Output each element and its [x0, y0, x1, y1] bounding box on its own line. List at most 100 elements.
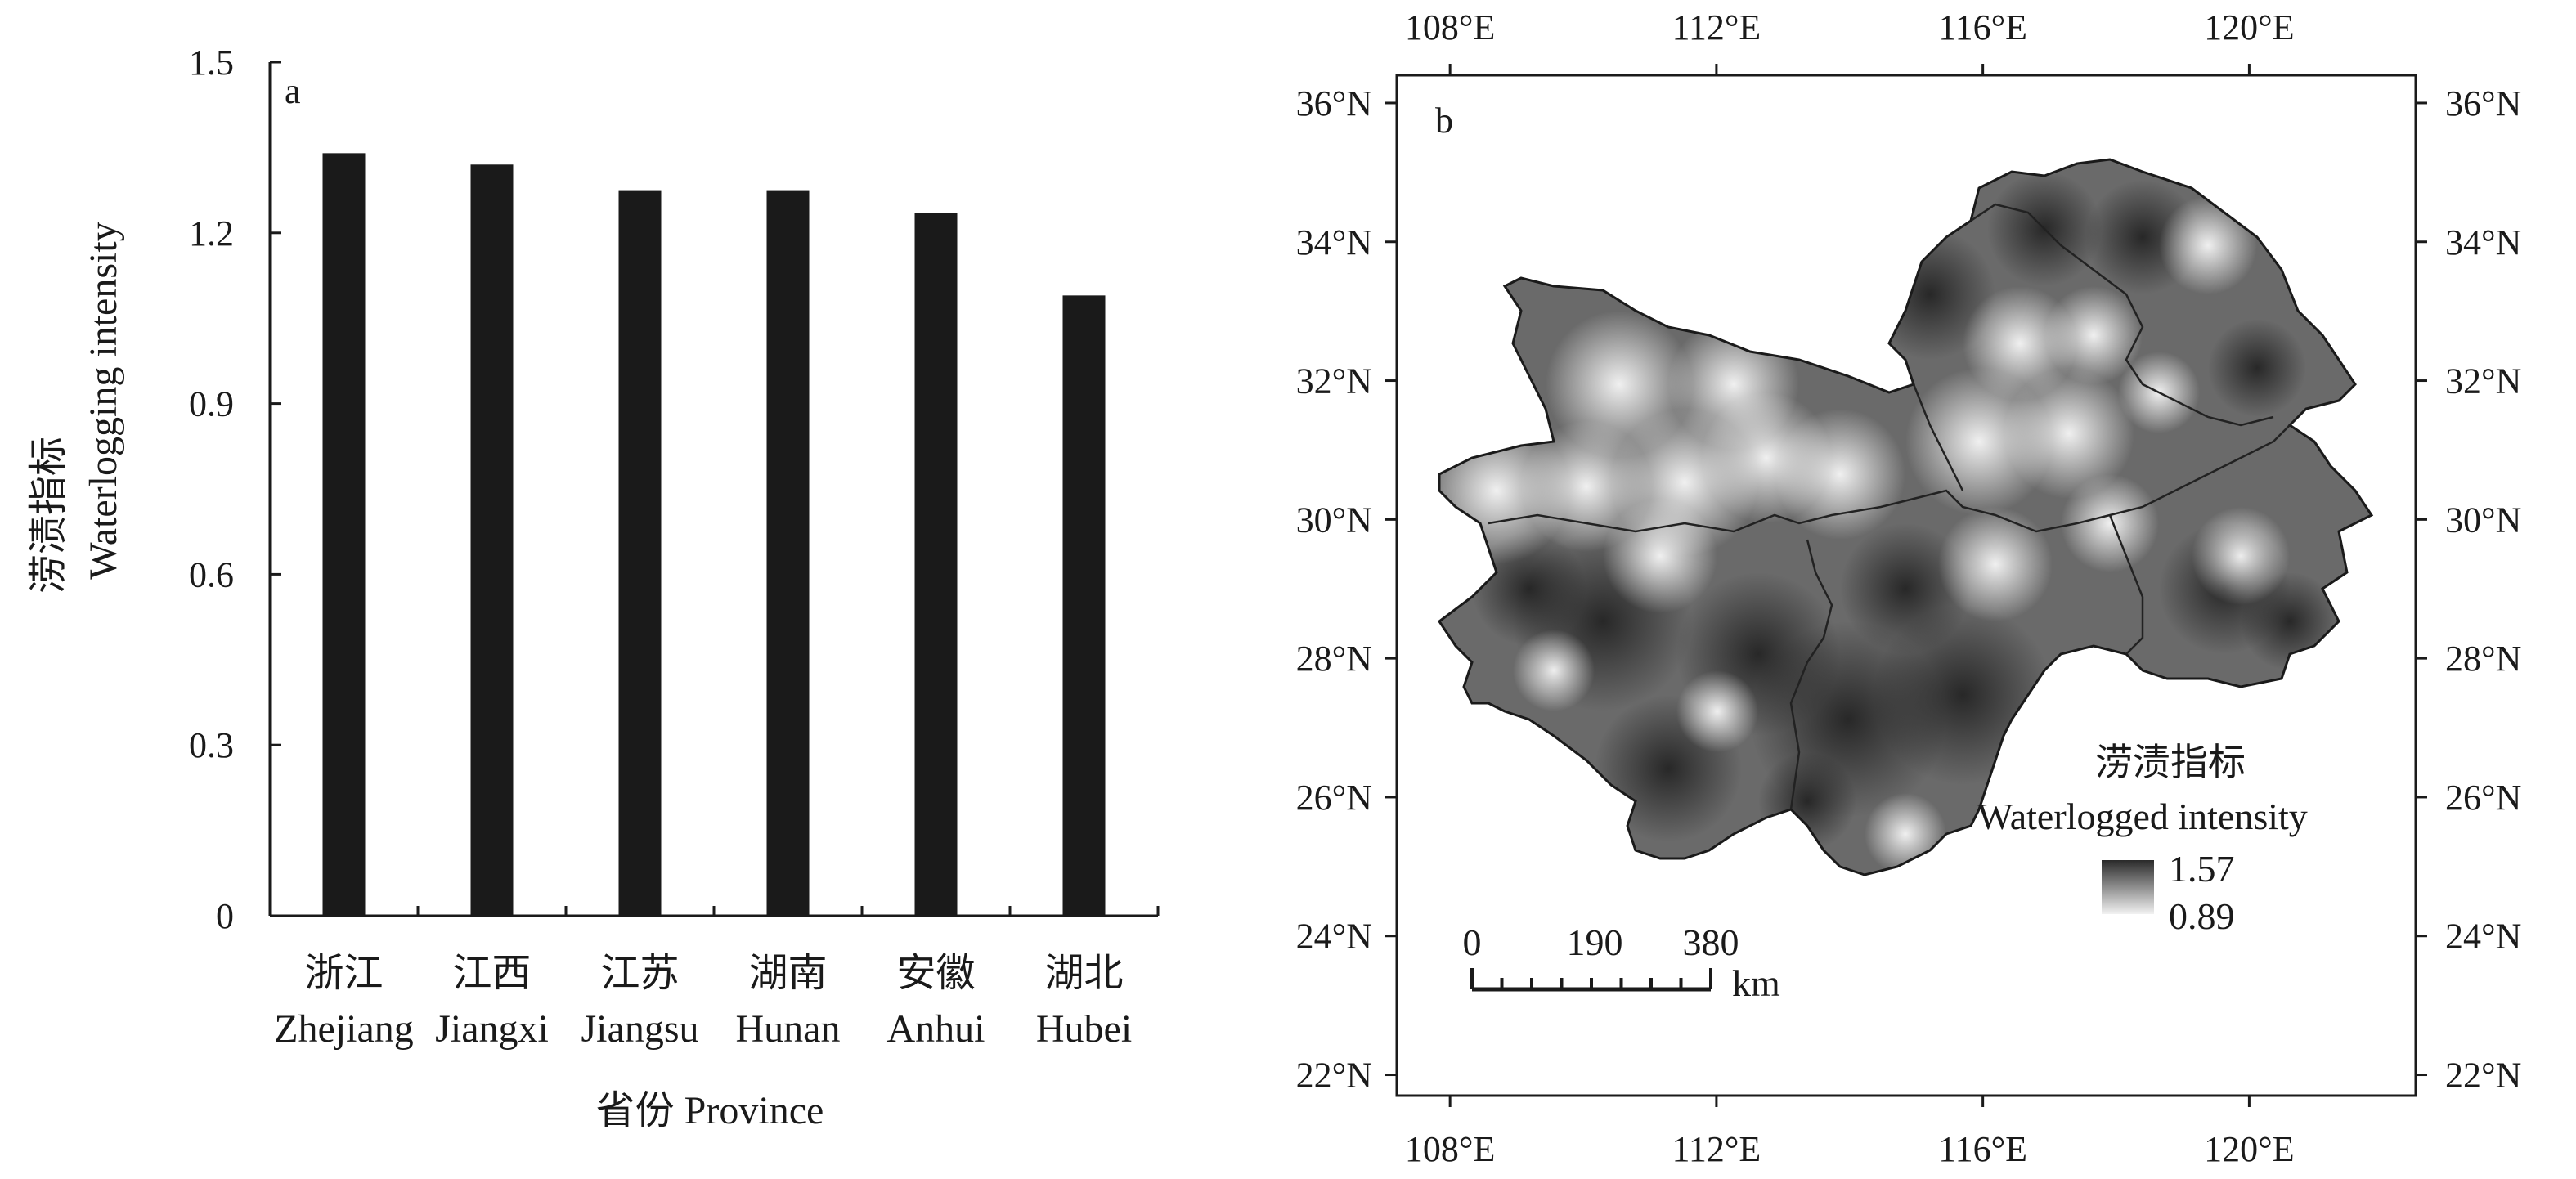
intensity-low-patch [2044, 286, 2143, 384]
category-label-en: Anhui [887, 1007, 985, 1051]
intensity-low-patch [2159, 196, 2257, 294]
intensity-low-patch [1546, 311, 1693, 458]
map-frame [1395, 74, 2417, 1097]
x-axis-ticks [416, 906, 1160, 916]
scale-label-190: 190 [1567, 921, 1623, 963]
longitude-labels-top: 108°E 112°E 116°E 120°E [1405, 7, 2295, 47]
latitude-label: 30°N [2445, 500, 2521, 540]
category-label-en: Hubei [1036, 1007, 1132, 1051]
map-panel-b: 108°E 112°E 116°E 120°E 108°E 112°E 116°E 120°… [1296, 7, 2522, 1169]
longitude-label: 108°E [1405, 7, 1495, 47]
category-label-en: Zhejiang [274, 1007, 414, 1051]
province-border [1789, 539, 1833, 810]
province-border [2108, 514, 2144, 655]
bar-jiangsu [618, 190, 662, 917]
category-label-en: Jiangsu [581, 1007, 699, 1051]
x-axis-title: 省份 Province [596, 1089, 824, 1132]
category-label-zh: 湖北 [1044, 952, 1123, 995]
latitude-label: 22°N [1296, 1056, 1372, 1096]
latitude-label: 32°N [1296, 361, 1372, 401]
region-outline [1437, 158, 2374, 876]
latitude-labels-left: 22°N 24°N 26°N 28°N 30°N 32°N 34°N 36°N [1296, 83, 1372, 1096]
province-border [1912, 383, 1964, 491]
legend-title-zh: 涝渍指标 [2095, 742, 2246, 783]
latitude-label: 36°N [2445, 83, 2521, 123]
longitude-labels-bottom: 108°E 112°E 116°E 120°E [1405, 1129, 2295, 1169]
longitude-label: 116°E [1938, 7, 2027, 47]
intensity-low-patch [1668, 319, 1799, 450]
y-tick-label: 0.3 [189, 725, 234, 765]
latitude-label: 36°N [1296, 83, 1372, 123]
y-axis-ticks: 0 0.3 0.6 0.9 1.2 1.5 [189, 43, 281, 936]
y-tick-label: 0 [216, 896, 234, 936]
latitude-label: 28°N [2445, 639, 2521, 679]
longitude-label: 116°E [1938, 1129, 2027, 1169]
intensity-low-patch [1603, 499, 1717, 613]
legend-title-en: Waterlogged intensity [1977, 796, 2308, 837]
longitude-label: 108°E [1405, 1129, 1495, 1169]
intensity-low-patch [2004, 368, 2134, 499]
intensity-surface [1439, 172, 2339, 875]
y-axis-title-zh: 涝渍指标 [27, 437, 70, 594]
category-label-zh: 浙江 [304, 952, 383, 995]
latitude-label: 24°N [2445, 917, 2521, 957]
bar-jiangxi [470, 164, 514, 916]
panel-letter-a: a [285, 71, 301, 111]
category-label-zh: 江西 [452, 952, 531, 995]
intensity-low-patch [1938, 507, 2053, 621]
latitude-label: 28°N [1296, 639, 1372, 679]
intensity-low-patch [2192, 507, 2290, 605]
intensity-low-patch [1963, 286, 2077, 401]
longitude-label: 112°E [1672, 1129, 1761, 1169]
scale-label-0: 0 [1463, 921, 1482, 963]
intensity-low-patch [1513, 630, 1595, 711]
map-legend: 涝渍指标 Waterlogged intensity 1.57 0.89 [1977, 742, 2308, 937]
bar-zhejiang [322, 153, 366, 917]
latitude-label: 22°N [2445, 1056, 2521, 1096]
y-axis-title-en: Waterlogging intensity [82, 222, 125, 579]
latitude-label: 24°N [1296, 917, 1372, 957]
latitude-label: 34°N [1296, 222, 1372, 262]
legend-min-label: 0.89 [2169, 895, 2235, 937]
scale-bar-line [1470, 968, 1712, 992]
longitude-label: 120°E [2204, 7, 2294, 47]
bar-hubei [1062, 295, 1106, 916]
intensity-low-patch [1775, 409, 1905, 540]
longitude-label: 120°E [2204, 1129, 2294, 1169]
panel-letter-b: b [1435, 101, 1453, 141]
y-tick-label: 0.9 [189, 384, 234, 424]
category-label-en: Jiangxi [435, 1007, 549, 1051]
map-ticks [1385, 64, 2427, 1107]
latitude-label: 26°N [1296, 778, 1372, 818]
intensity-high-patch [1758, 752, 1856, 850]
scale-bar: 0 190 380 km [1463, 921, 1781, 1004]
category-labels: 浙江 Zhejiang 江西 Jiangxi 江苏 Jiangsu 湖南 Hunan 安徽 Anh… [274, 952, 1132, 1051]
latitude-label: 34°N [2445, 222, 2521, 262]
scale-unit: km [1732, 962, 1780, 1004]
latitude-labels-right: 22°N 24°N 26°N 28°N 30°N 32°N 34°N 36°N [2445, 83, 2521, 1096]
bar-group [322, 153, 1106, 917]
bar-chart-panel-a: 0 0.3 0.6 0.9 1.2 1.5 浙江 Zhejiang 江西 Jiangxi 江苏 Ji… [27, 43, 1160, 1132]
bar-hunan [766, 190, 810, 917]
category-label-en: Hunan [736, 1007, 841, 1051]
latitude-label: 32°N [2445, 361, 2521, 401]
intensity-low-patch [1676, 670, 1758, 752]
bar-anhui [914, 213, 958, 916]
intensity-high-patch [2208, 319, 2306, 417]
study-region [1437, 158, 2374, 876]
province-borders [1488, 203, 2291, 810]
intensity-low-patch [2061, 474, 2159, 572]
category-label-zh: 湖南 [748, 952, 827, 995]
latitude-label: 26°N [2445, 778, 2521, 818]
latitude-label: 30°N [1296, 500, 1372, 540]
province-border [1970, 203, 2274, 427]
scale-label-380: 380 [1683, 921, 1739, 963]
y-tick-label: 0.6 [189, 554, 234, 594]
y-tick-label: 1.2 [189, 213, 234, 253]
category-label-zh: 江苏 [600, 952, 679, 995]
province-border [1488, 424, 2291, 533]
intensity-high-patch [1840, 523, 1971, 654]
longitude-label: 112°E [1672, 7, 1761, 47]
legend-max-label: 1.57 [2169, 848, 2235, 890]
